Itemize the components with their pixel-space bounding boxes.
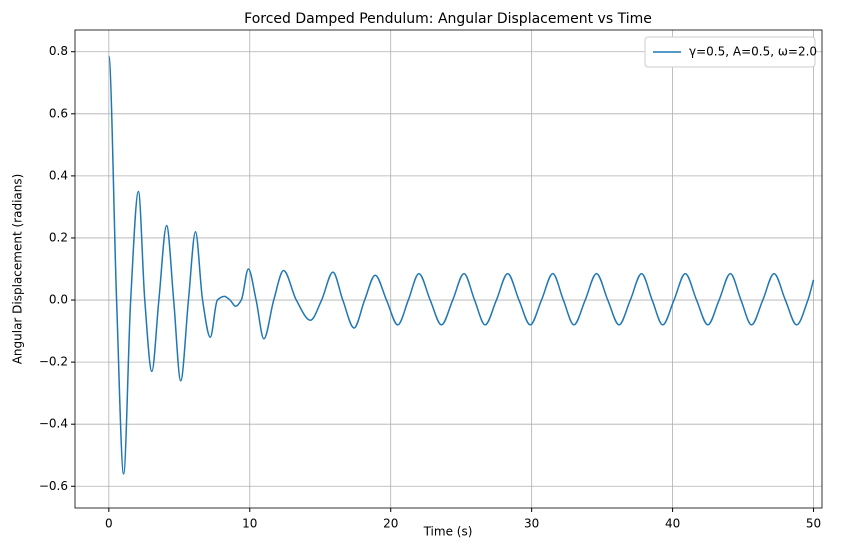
- legend-frame: [644, 36, 816, 68]
- y-tick-label: 0.8: [49, 44, 68, 58]
- y-tick-label: 0.2: [49, 230, 68, 244]
- chart-title: Forced Damped Pendulum: Angular Displace…: [244, 11, 652, 27]
- axes-frame: [74, 29, 823, 509]
- y-tick-label: −0.2: [39, 355, 68, 369]
- y-tick-label: −0.4: [39, 417, 68, 431]
- y-tick-label: −0.6: [39, 479, 68, 493]
- x-axis-label: Time (s): [423, 525, 473, 539]
- x-tick-label: 10: [242, 517, 257, 531]
- line: [108, 55, 815, 475]
- legend: γ=0.5, A=0.5, ω=2.0: [644, 36, 817, 68]
- x-tick-label: 0: [105, 517, 113, 531]
- x-tick-label: 30: [524, 517, 539, 531]
- y-tick-label: 0.4: [49, 168, 68, 182]
- legend-label: γ=0.5, A=0.5, ω=2.0: [689, 45, 817, 59]
- y-tick-label: 0.6: [49, 106, 68, 120]
- x-tick-label: 40: [665, 517, 680, 531]
- y-tick-label: 0.0: [49, 293, 68, 307]
- x-tick-label: 20: [383, 517, 398, 531]
- x-tick-label: 50: [806, 517, 821, 531]
- y-axis-label: Angular Displacement (radians): [11, 174, 25, 365]
